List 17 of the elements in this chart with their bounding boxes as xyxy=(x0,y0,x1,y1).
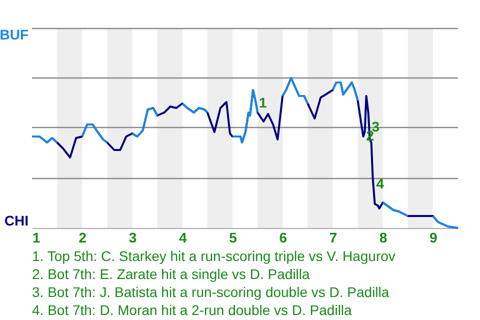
text: 2. Bot 7th: E. Zarate hit a single vs D. Padilla xyxy=(32,265,311,283)
x-tick-label: 6 xyxy=(279,230,288,246)
x-tick-label: 2 xyxy=(78,230,87,246)
x-tick-label: 5 xyxy=(229,230,238,246)
x-tick-label: 1 xyxy=(32,230,40,246)
annotation: 1 xyxy=(259,94,268,110)
text: 3. Bot 7th: J. Batista hit a run-scoring double vs D. Padilla xyxy=(32,283,390,301)
text: 4. Bot 7th: D. Moran hit a 2-run double vs D. Padilla xyxy=(32,301,353,319)
text: CHI xyxy=(4,212,28,228)
text: 1. Top 5th: C. Starkey hit a run-scoring triple vs V. Hagurov xyxy=(32,247,396,265)
text: BUF xyxy=(0,26,29,42)
x-tick-label: 8 xyxy=(379,230,388,246)
x-tick-label: 3 xyxy=(128,230,137,246)
x-tick-label: 9 xyxy=(430,230,438,246)
x-tick-label: 7 xyxy=(329,230,338,246)
x-tick-label: 4 xyxy=(178,230,187,246)
annotation: 4 xyxy=(376,176,384,192)
